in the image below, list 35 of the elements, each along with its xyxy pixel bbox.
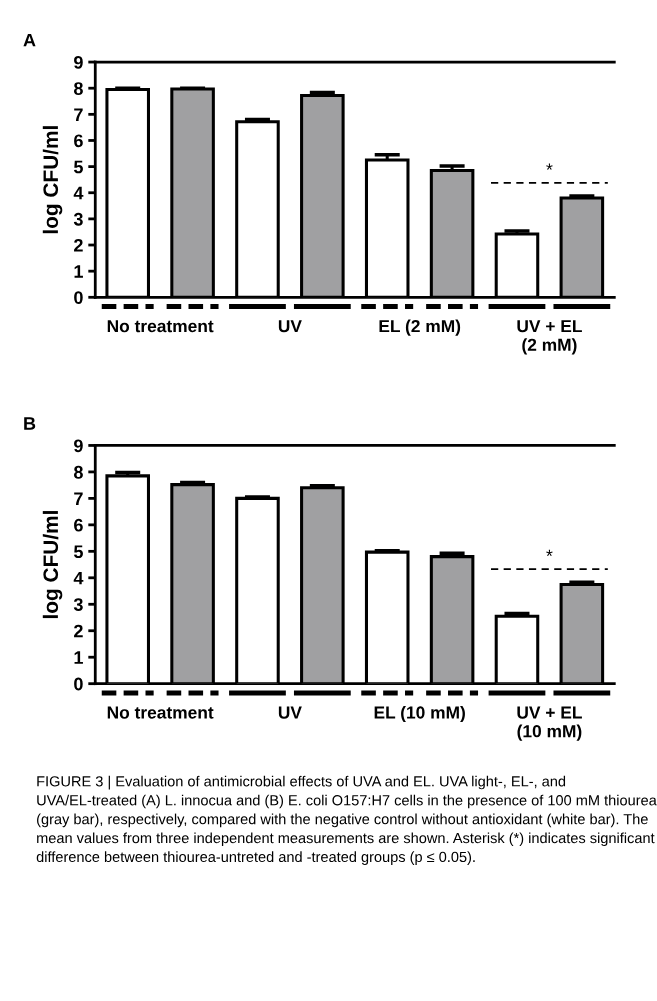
y-tick-label: 1 xyxy=(74,265,83,278)
y-tick-label: 1 xyxy=(74,651,83,664)
y-tick-label: 7 xyxy=(74,108,83,121)
y-tick-label: 2 xyxy=(74,624,83,638)
y-tick-label: 4 xyxy=(73,571,84,585)
x-tick-label: No treatment xyxy=(107,706,214,719)
y-tick-label: 9 xyxy=(74,439,83,453)
x-tick-label: UV + EL (2 mM) xyxy=(517,320,582,355)
y-tick-label: 0 xyxy=(74,291,83,305)
chart-title: A xyxy=(23,33,36,47)
y-tick-label: 3 xyxy=(73,598,83,612)
y-tick-label: 5 xyxy=(73,545,83,559)
x-tick-label: UV + EL (10 mM) xyxy=(517,706,582,741)
annotation: * xyxy=(546,549,553,557)
y-tick-label: 3 xyxy=(73,212,83,226)
y-tick-label: 2 xyxy=(74,238,83,252)
y-tick-label: 9 xyxy=(74,56,83,69)
y-tick-label: 6 xyxy=(74,134,83,148)
chart-title: B xyxy=(24,417,36,430)
x-tick-label: EL (10 mM) xyxy=(374,705,465,723)
y-tick-label: 8 xyxy=(73,82,83,95)
x-tick-label: No treatment xyxy=(107,320,214,333)
x-tick-label: UV xyxy=(278,320,302,333)
y-tick-label: 7 xyxy=(74,492,83,505)
y-tick-label: 0 xyxy=(74,677,83,691)
annotation: * xyxy=(546,163,553,170)
y-axis-title: log CFU/ml xyxy=(42,126,63,234)
x-tick-label: EL (2 mM) xyxy=(379,319,461,336)
y-tick-label: 4 xyxy=(73,186,84,200)
caption: FIGURE 3 | Evaluation of antimicrobial effects of UVA and EL. UVA light-, EL-, and UVA/EL-treated (A) L. innocua and (B) E. coli O157:H7 cells in the presence of 100 mM thiourea (gray bar), respectively, compared with the negative control without antioxidant (white bar). The mean values from three independent measurements are shown. Asterisk (*) indicates significant difference between thiourea-untreted and -treated groups (p ≤ 0.05). xyxy=(36,775,657,865)
y-tick-label: 5 xyxy=(73,160,83,174)
x-tick-label: UV xyxy=(278,706,302,719)
y-tick-label: 6 xyxy=(74,518,83,532)
y-axis-title: log CFU/ml xyxy=(42,511,63,619)
y-tick-label: 8 xyxy=(73,465,83,479)
